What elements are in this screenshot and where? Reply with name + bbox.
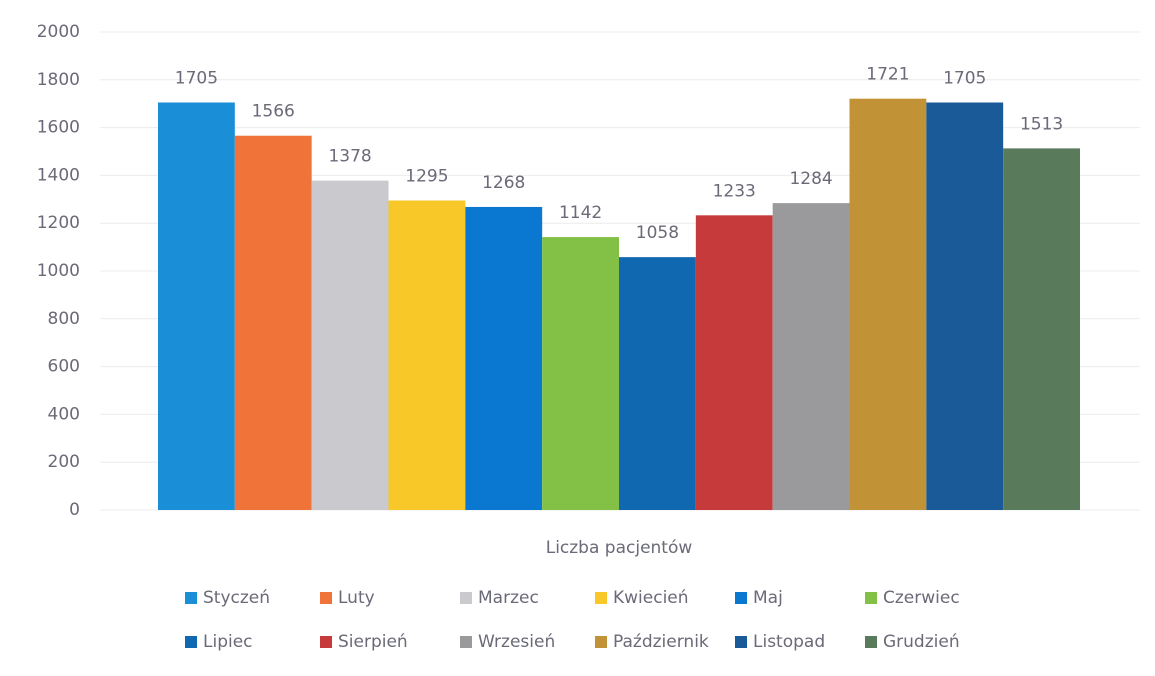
legend-swatch	[735, 592, 747, 604]
data-label: 1284	[789, 169, 832, 189]
legend-swatch	[460, 636, 472, 648]
legend-label: Sierpień	[338, 632, 408, 652]
data-label: 1721	[866, 65, 909, 85]
legend-swatch	[460, 592, 472, 604]
bar	[926, 102, 1004, 510]
legend-label: Styczeń	[203, 588, 270, 608]
y-tick-label: 2000	[37, 22, 80, 42]
legend-label: Listopad	[753, 632, 825, 652]
legend-label: Wrzesień	[478, 632, 555, 652]
data-label: 1268	[482, 173, 525, 193]
data-label: 1295	[405, 166, 448, 186]
data-label: 1566	[252, 102, 295, 122]
bar	[234, 135, 312, 510]
legend-label: Maj	[753, 588, 783, 608]
y-tick-label: 1000	[37, 261, 80, 281]
y-tick-label: 200	[48, 452, 80, 472]
bar	[849, 98, 927, 510]
data-label: 1142	[559, 203, 602, 223]
legend-label: Kwiecień	[613, 588, 689, 608]
legend-label: Grudzień	[883, 632, 960, 652]
y-tick-label: 1400	[37, 165, 80, 185]
legend-label: Czerwiec	[883, 588, 960, 608]
legend-swatch	[735, 636, 747, 648]
legend-swatch	[865, 636, 877, 648]
legend-label: Lipiec	[203, 632, 253, 652]
data-label: 1513	[1020, 114, 1063, 134]
y-tick-label: 1800	[37, 70, 80, 90]
legend-swatch	[185, 592, 197, 604]
legend-swatch	[320, 592, 332, 604]
data-label: 1058	[636, 223, 679, 243]
y-tick-label: 1600	[37, 118, 80, 138]
legend-swatch	[185, 636, 197, 648]
y-tick-label: 1200	[37, 213, 80, 233]
legend-swatch	[320, 636, 332, 648]
bar	[311, 180, 389, 510]
y-tick-label: 0	[69, 500, 80, 520]
legend-swatch	[865, 592, 877, 604]
legend-swatch	[595, 636, 607, 648]
data-label: 1705	[175, 69, 218, 89]
data-label: 1705	[943, 69, 986, 89]
bar	[465, 206, 543, 510]
bar	[1003, 148, 1080, 510]
bar	[772, 203, 850, 510]
data-label: 1378	[328, 147, 371, 167]
y-tick-label: 600	[48, 357, 80, 377]
bar	[542, 237, 619, 510]
y-tick-label: 800	[48, 309, 80, 329]
legend-swatch	[595, 592, 607, 604]
bar	[695, 215, 773, 511]
bar	[388, 200, 466, 510]
bar	[158, 102, 235, 510]
legend-label: Luty	[338, 588, 375, 608]
y-tick-label: 400	[48, 404, 80, 424]
legend-label: Październik	[613, 632, 709, 652]
legend-label: Marzec	[478, 588, 539, 608]
x-axis-label: Liczba pacjentów	[546, 538, 693, 558]
data-label: 1233	[713, 181, 756, 201]
bar	[619, 257, 696, 510]
